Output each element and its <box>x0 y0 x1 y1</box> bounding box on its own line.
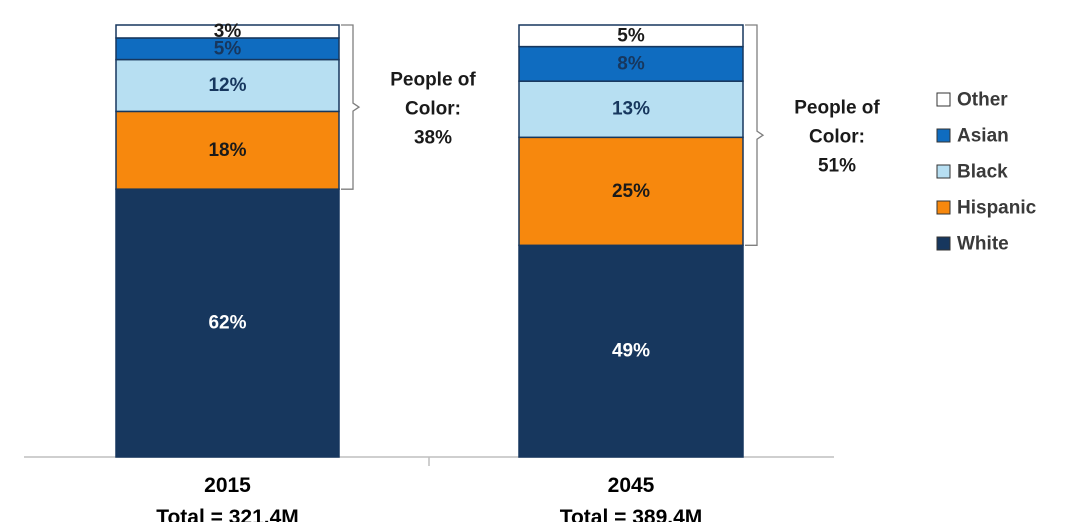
legend-label-black: Black <box>957 162 1008 183</box>
category-total-2015: Total = 321.4M <box>156 506 299 522</box>
data-label-black-2015: 12% <box>208 75 246 96</box>
bars-group: 62%18%12%5%3%49%25%13%8%5% <box>115 21 744 458</box>
legend-swatch-asian <box>936 128 951 143</box>
data-label-white-2045: 49% <box>612 341 650 362</box>
annotation-2015-line-1: Color: <box>405 99 461 120</box>
legend-label-asian: Asian <box>957 126 1009 147</box>
bar-segment-hispanic-2015 <box>115 110 340 190</box>
bracket-2015 <box>341 24 361 190</box>
data-label-hispanic-2015: 18% <box>208 140 246 161</box>
bar-segment-white-2015 <box>115 188 340 458</box>
annotation-2015-line-2: 38% <box>414 128 452 149</box>
legend-swatch-black <box>936 164 951 179</box>
legend-swatch-other <box>936 92 951 107</box>
data-label-white-2015: 62% <box>208 313 246 334</box>
data-label-asian-2015: 5% <box>214 38 242 59</box>
bar-segment-black-2015 <box>115 58 340 113</box>
legend: Other Asian Black Hispanic White <box>936 90 1037 255</box>
annotation-2045-line-1: Color: <box>809 127 865 148</box>
data-label-hispanic-2045: 25% <box>612 181 650 202</box>
category-labels: 2015 Total = 321.4M 2045 Total = 389.4M <box>156 474 702 522</box>
bar-segment-white-2045 <box>518 244 744 458</box>
bar-segment-hispanic-2045 <box>518 136 744 247</box>
category-total-2045: Total = 389.4M <box>560 506 703 522</box>
legend-swatch-white <box>936 236 951 251</box>
legend-swatch-hispanic <box>936 200 951 215</box>
x-tick-label-2045: 2045 <box>608 474 655 497</box>
legend-label-hispanic: Hispanic <box>957 198 1037 219</box>
x-tick-label-2015: 2015 <box>204 474 251 497</box>
bar-segment-asian-2045 <box>518 45 744 82</box>
annotation-2045-line-0: People of <box>794 98 880 119</box>
bar-segment-other-2045 <box>518 24 744 48</box>
legend-label-other: Other <box>957 90 1008 111</box>
legend-label-white: White <box>957 234 1009 255</box>
annotation-2045-line-2: 51% <box>818 156 856 177</box>
data-label-other-2015: 3% <box>214 21 242 42</box>
data-label-asian-2045: 8% <box>617 53 645 74</box>
annotation-group: People of Color: 38% People of Color: 51% <box>341 24 880 246</box>
data-label-other-2045: 5% <box>617 25 645 46</box>
annotation-2015-line-0: People of <box>390 70 476 91</box>
bar-segment-other-2015 <box>115 24 340 39</box>
bracket-2045 <box>745 24 765 246</box>
data-label-black-2045: 13% <box>612 99 650 120</box>
